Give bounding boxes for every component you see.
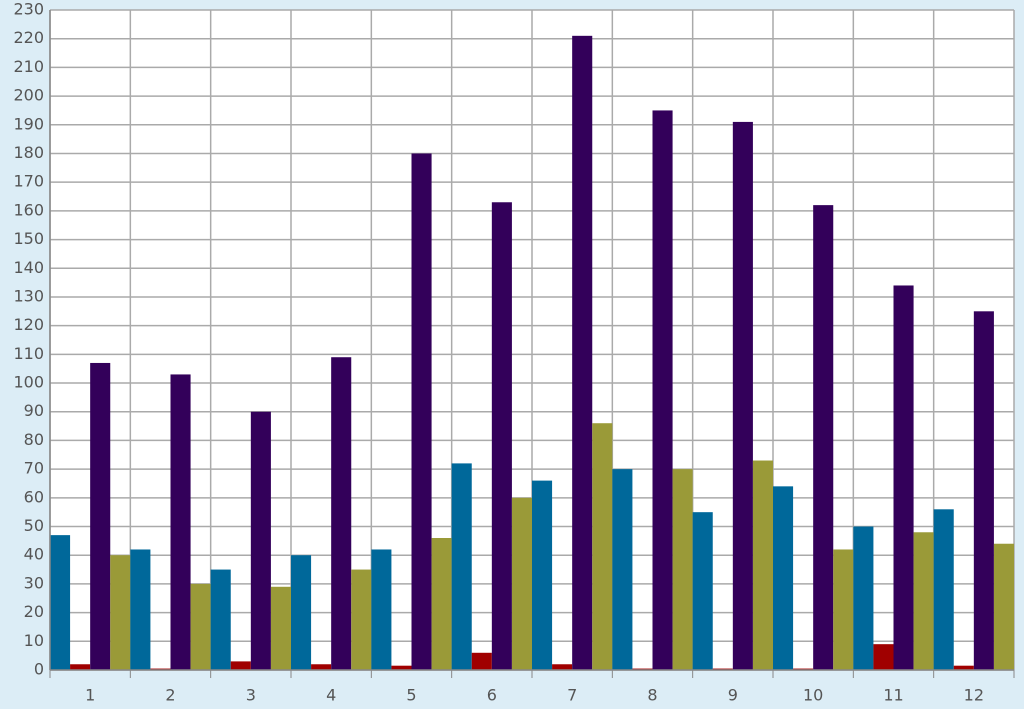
y-tick-label: 140 — [13, 258, 44, 277]
y-tick-label: 190 — [13, 114, 44, 133]
bar — [732, 121, 753, 671]
bar — [90, 362, 111, 670]
x-tick-label: 3 — [246, 686, 256, 705]
x-tick-label: 12 — [964, 686, 984, 705]
bar — [572, 35, 593, 670]
bar — [230, 661, 251, 670]
y-tick-label: 180 — [13, 143, 44, 162]
y-tick-label: 150 — [13, 229, 44, 248]
bar — [291, 555, 312, 670]
bar — [532, 480, 553, 670]
y-tick-label: 40 — [24, 545, 44, 564]
bar — [351, 569, 372, 670]
y-tick-label: 20 — [24, 602, 44, 621]
bar — [170, 374, 191, 670]
x-tick-label: 1 — [85, 686, 95, 705]
y-tick-label: 70 — [24, 459, 44, 478]
x-tick-label: 4 — [326, 686, 336, 705]
x-tick-label: 9 — [728, 686, 738, 705]
bar — [592, 423, 613, 670]
y-tick-label: 90 — [24, 401, 44, 420]
y-tick-label: 170 — [13, 172, 44, 191]
y-tick-label: 200 — [13, 86, 44, 105]
bar — [50, 535, 71, 670]
bar — [672, 469, 693, 670]
bar — [491, 202, 512, 670]
x-tick-label: 8 — [647, 686, 657, 705]
bar — [331, 357, 352, 670]
bar — [451, 463, 472, 670]
bar — [210, 569, 231, 670]
bar — [411, 153, 432, 670]
bar — [110, 555, 131, 670]
y-tick-label: 50 — [24, 516, 44, 535]
y-tick-label: 120 — [13, 315, 44, 334]
x-tick-label: 5 — [406, 686, 416, 705]
bar — [873, 644, 894, 670]
bar — [933, 509, 954, 670]
bar — [853, 526, 874, 670]
bar — [612, 469, 633, 670]
bar — [311, 664, 332, 670]
bar — [752, 460, 773, 670]
x-tick-label: 2 — [165, 686, 175, 705]
bar — [511, 497, 532, 670]
bar — [692, 512, 713, 670]
bar — [371, 549, 392, 670]
x-tick-label: 6 — [487, 686, 497, 705]
bar — [190, 583, 211, 670]
bar — [993, 543, 1014, 670]
y-tick-label: 130 — [13, 286, 44, 305]
bar — [913, 532, 934, 670]
bar — [813, 205, 834, 670]
bar — [250, 411, 271, 670]
y-tick-label: 80 — [24, 430, 44, 449]
bar — [953, 665, 974, 670]
x-tick-label: 7 — [567, 686, 577, 705]
y-tick-label: 30 — [24, 573, 44, 592]
y-tick-label: 230 — [13, 0, 44, 19]
bar — [552, 664, 573, 670]
bar — [833, 549, 854, 670]
bar — [391, 665, 412, 670]
y-tick-label: 10 — [24, 631, 44, 650]
bar — [893, 285, 914, 670]
bar — [773, 486, 794, 670]
bar — [652, 110, 673, 670]
y-tick-label: 60 — [24, 487, 44, 506]
bar — [973, 311, 994, 670]
y-tick-label: 210 — [13, 57, 44, 76]
x-tick-label: 10 — [803, 686, 823, 705]
y-tick-label: 100 — [13, 373, 44, 392]
bar — [270, 586, 291, 670]
y-tick-label: 110 — [13, 344, 44, 363]
y-tick-label: 160 — [13, 200, 44, 219]
bar — [70, 664, 91, 670]
bar — [130, 549, 151, 670]
bar — [431, 538, 452, 670]
y-tick-label: 0 — [34, 660, 44, 679]
y-tick-label: 220 — [13, 28, 44, 47]
x-tick-label: 11 — [883, 686, 903, 705]
bar — [471, 652, 492, 670]
